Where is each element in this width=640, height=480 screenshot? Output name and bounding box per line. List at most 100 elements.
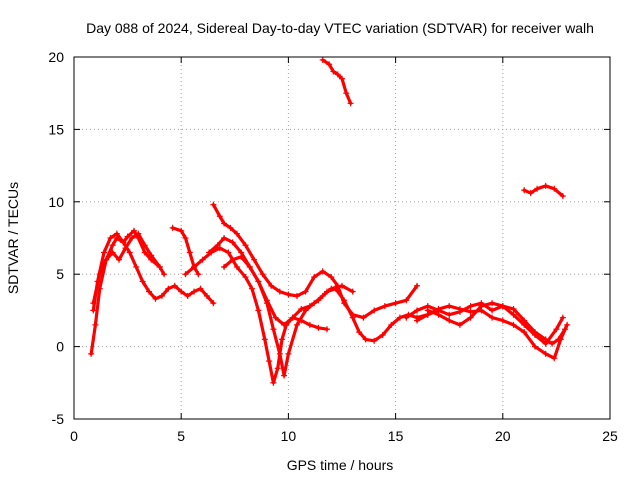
data-point [178, 227, 185, 234]
data-point [334, 71, 341, 78]
data-point [233, 263, 240, 270]
data-point [306, 321, 313, 328]
data-point [270, 379, 277, 386]
data-point [146, 288, 153, 295]
data-point [298, 305, 305, 312]
data-point [551, 355, 558, 362]
data-point [542, 350, 549, 357]
y-tick-label: 5 [56, 266, 64, 282]
data-point [197, 285, 204, 292]
data-point [326, 61, 333, 68]
data-point [414, 282, 421, 289]
data-point [266, 358, 273, 365]
data-point [435, 311, 442, 318]
x-tick-label: 20 [495, 428, 511, 444]
data-point [133, 263, 140, 270]
data-point [339, 75, 345, 82]
data-point [278, 336, 285, 343]
data-point [499, 317, 506, 324]
data-point [109, 249, 116, 256]
data-point [527, 190, 534, 197]
data-point [182, 235, 189, 241]
y-tick-label: 10 [48, 194, 64, 210]
data-point [107, 235, 114, 241]
data-point [343, 90, 350, 97]
data-point [165, 285, 172, 292]
y-tick-label: 20 [48, 49, 64, 65]
data-point [456, 305, 463, 312]
data-point [90, 300, 97, 307]
y-tick-label: 0 [56, 339, 64, 355]
data-point [557, 336, 564, 343]
data-point [156, 263, 163, 270]
data-point [478, 303, 485, 310]
data-point [274, 365, 281, 372]
data-point [549, 340, 556, 347]
data-point [171, 282, 178, 289]
series-trace-l [426, 301, 565, 346]
data-point [221, 263, 228, 270]
data-point [379, 332, 386, 339]
data-point [272, 314, 279, 321]
data-point [489, 307, 496, 314]
data-point [281, 372, 288, 379]
data-point [259, 271, 266, 278]
data-point [255, 278, 262, 285]
data-point [131, 227, 138, 234]
data-point [392, 300, 399, 307]
data-point [446, 317, 453, 324]
data-point [96, 271, 103, 278]
data-point [551, 185, 558, 192]
data-point [315, 324, 322, 331]
data-point [542, 340, 549, 347]
data-point [214, 242, 221, 249]
data-point [339, 282, 345, 289]
data-point [396, 314, 403, 321]
data-point [330, 68, 337, 75]
data-point [542, 182, 549, 189]
data-point [242, 274, 249, 281]
data-point [521, 321, 528, 328]
data-point [128, 235, 135, 241]
data-point [268, 282, 275, 289]
data-point [109, 242, 116, 249]
data-point [116, 256, 123, 263]
data-point [276, 350, 283, 357]
data-point [210, 300, 217, 307]
data-point [293, 292, 300, 299]
y-tick-label: 15 [48, 121, 64, 137]
data-point [467, 308, 474, 315]
data-point [191, 263, 198, 270]
data-point [371, 337, 378, 344]
data-point [141, 249, 148, 256]
data-point [113, 230, 120, 237]
data-point [559, 314, 566, 321]
data-point [158, 292, 165, 299]
x-tick-label: 10 [281, 428, 297, 444]
y-tick-label: -5 [52, 411, 65, 427]
data-point [191, 288, 198, 295]
data-point [206, 249, 213, 256]
data-point [285, 350, 292, 357]
data-point [169, 224, 176, 231]
data-point [293, 321, 300, 328]
data-point [229, 239, 236, 246]
data-point [559, 193, 566, 200]
data-point [216, 213, 223, 220]
data-point [446, 311, 453, 318]
data-point [238, 253, 245, 260]
data-point [319, 56, 326, 63]
x-tick-label: 15 [388, 428, 404, 444]
data-point [186, 249, 193, 256]
data-point [270, 326, 277, 333]
data-point [255, 307, 262, 314]
data-point [229, 256, 236, 263]
data-point [90, 307, 97, 314]
data-point [403, 314, 410, 321]
plot-frame [73, 56, 611, 420]
data-point [251, 256, 258, 263]
data-point [341, 297, 348, 304]
data-point [302, 288, 309, 295]
data-point [328, 274, 335, 281]
